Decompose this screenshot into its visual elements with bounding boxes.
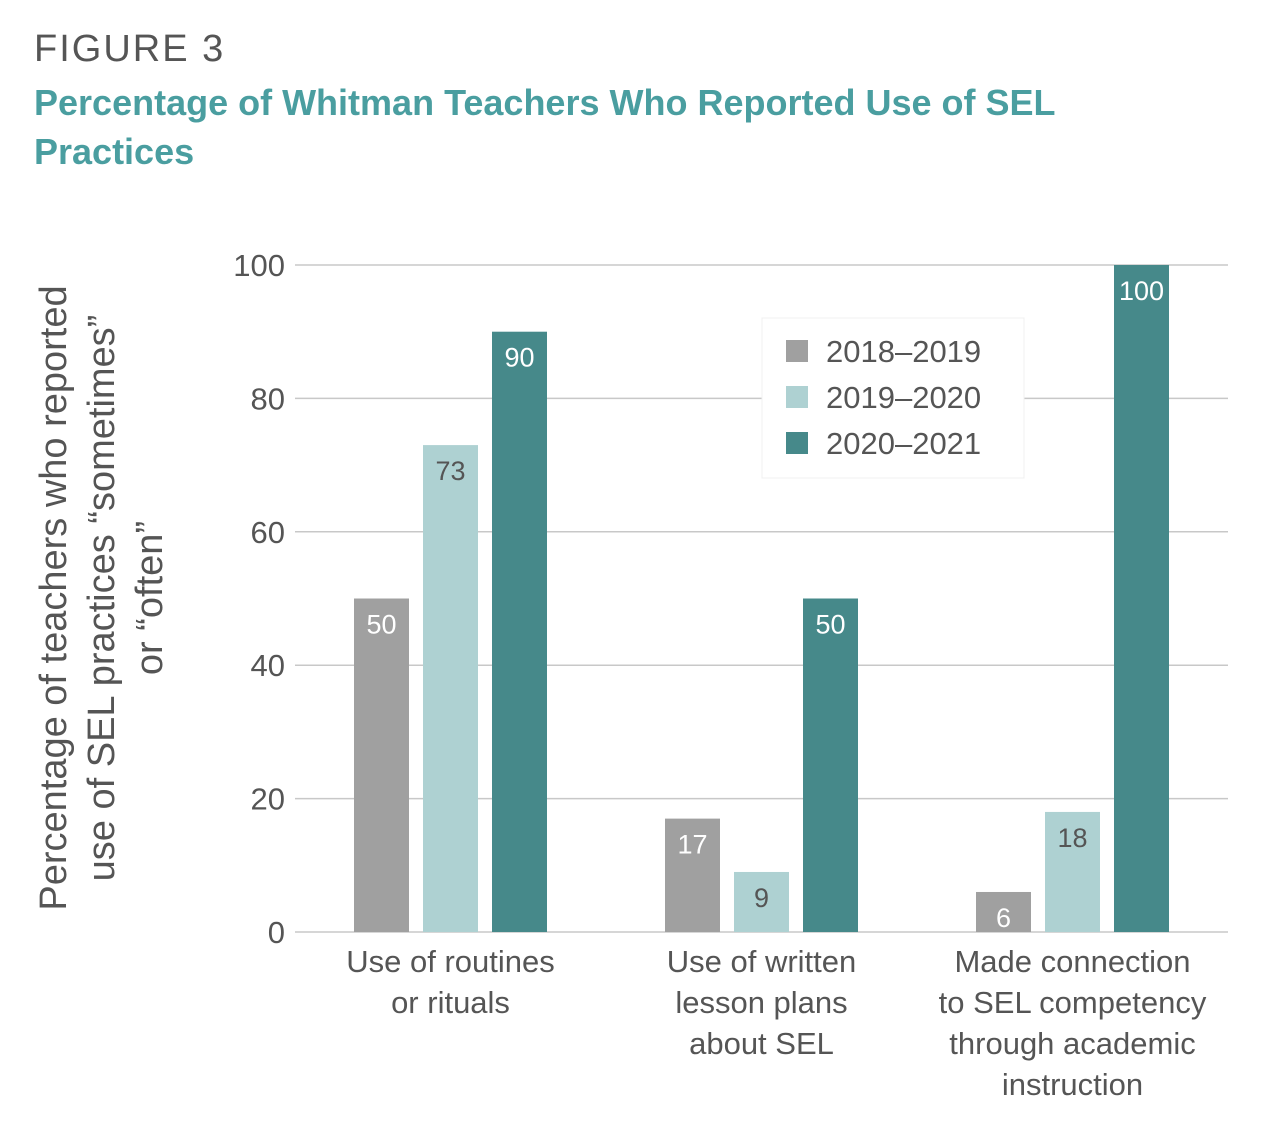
x-tick-label: Use of routines or rituals	[346, 944, 555, 1020]
x-tick-label-line: lesson plans	[675, 985, 847, 1020]
bar-1-1	[354, 598, 409, 932]
chart-title: Percentage of Whitman Teachers Who Repor…	[34, 82, 1055, 172]
data-label: 73	[435, 456, 465, 486]
x-tick-label-line: to SEL competency	[939, 985, 1207, 1020]
y-tick-label: 80	[251, 381, 285, 416]
y-tick-label: 60	[251, 515, 285, 550]
bar-2-1	[423, 445, 478, 932]
x-tick-label-line: about SEL	[689, 1026, 834, 1061]
y-axis-label-line: use of SEL practices “sometimes”	[81, 315, 123, 882]
legend-label: 2019–2020	[826, 380, 981, 415]
x-tick-label-line: Use of written	[667, 944, 857, 979]
bar-3-1	[492, 331, 547, 932]
data-label: 18	[1057, 823, 1087, 853]
data-label: 50	[815, 610, 845, 640]
x-tick-label-line: Use of routines	[346, 944, 555, 979]
legend-swatch	[786, 386, 808, 408]
bar-2-3	[1045, 811, 1100, 932]
y-axis-label-line: or “often”	[129, 521, 171, 675]
data-label: 9	[754, 883, 769, 913]
data-label: 6	[996, 903, 1011, 933]
bar-1-2	[665, 818, 720, 932]
data-label: 17	[677, 830, 707, 860]
bar-3-3	[1114, 265, 1169, 932]
legend-label: 2018–2019	[826, 334, 981, 369]
data-label: 50	[366, 610, 396, 640]
x-tick-label-line: instruction	[1002, 1067, 1143, 1102]
y-axis-label-line: Percentage of teachers who reported	[33, 285, 75, 910]
y-axis-label: Percentage of teachers who reported use o…	[33, 285, 171, 910]
y-tick-label: 100	[233, 248, 285, 283]
legend-label: 2020–2021	[826, 426, 981, 461]
y-tick-label: 40	[251, 648, 285, 683]
x-tick-label-line: or rituals	[391, 985, 510, 1020]
bar-2-2	[734, 871, 789, 932]
legend-swatch	[786, 432, 808, 454]
x-tick-label: Made connection to SEL competency through …	[939, 944, 1207, 1102]
x-tick-label-line: through academic	[949, 1026, 1195, 1061]
y-tick-label: 20	[251, 782, 285, 817]
bar-1-3	[976, 891, 1031, 932]
x-tick-label: Use of written lesson plans about SEL	[667, 944, 857, 1061]
legend-swatch	[786, 340, 808, 362]
y-tick-label: 0	[268, 915, 285, 950]
data-label: 100	[1119, 276, 1164, 306]
bar-3-2	[803, 598, 858, 932]
data-label: 90	[504, 343, 534, 373]
figure-label: FIGURE 3	[34, 28, 226, 70]
x-tick-label-line: Made connection	[954, 944, 1190, 979]
